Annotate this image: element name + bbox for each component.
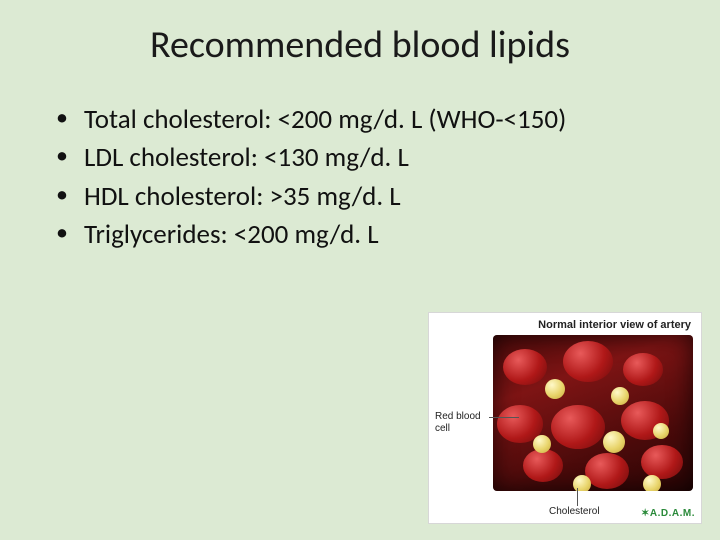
bullet-list: Total cholesterol: <200 mg/d. L (WHO-<15…	[50, 102, 720, 254]
red-blood-cell	[503, 349, 547, 385]
artery-illustration	[493, 335, 693, 491]
red-blood-cell	[523, 449, 563, 482]
bullet-item: Triglycerides: <200 mg/d. L	[50, 217, 720, 253]
red-blood-cell	[623, 353, 663, 386]
cholesterol-sphere	[573, 475, 591, 491]
cholesterol-sphere	[611, 387, 629, 405]
artery-figure: Normal interior view of artery Red blood…	[428, 312, 702, 524]
bullet-item: LDL cholesterol: <130 mg/d. L	[50, 140, 720, 176]
brand-star-icon: ✶	[641, 508, 650, 519]
brand-adam: ✶A.D.A.M.	[641, 508, 695, 519]
label-text: Red blood cell	[435, 411, 481, 434]
cholesterol-sphere	[653, 423, 669, 439]
figure-caption: Normal interior view of artery	[538, 319, 691, 331]
label-cholesterol: Cholesterol	[549, 506, 600, 518]
label-red-blood-cell: Red blood cell	[435, 411, 489, 434]
red-blood-cell	[585, 453, 629, 489]
slide-title: Recommended blood lipids	[0, 0, 720, 68]
red-blood-cell	[641, 445, 683, 479]
cholesterol-sphere	[603, 431, 625, 453]
bullet-item: HDL cholesterol: >35 mg/d. L	[50, 179, 720, 215]
cholesterol-sphere	[643, 475, 661, 491]
red-blood-cell	[563, 341, 613, 382]
cholesterol-sphere	[533, 435, 551, 453]
brand-text: A.D.A.M.	[650, 508, 695, 519]
label-text: Cholesterol	[549, 506, 600, 517]
red-blood-cell	[551, 405, 605, 449]
bullet-item: Total cholesterol: <200 mg/d. L (WHO-<15…	[50, 102, 720, 138]
cholesterol-sphere	[545, 379, 565, 399]
slide: Recommended blood lipids Total cholester…	[0, 0, 720, 540]
